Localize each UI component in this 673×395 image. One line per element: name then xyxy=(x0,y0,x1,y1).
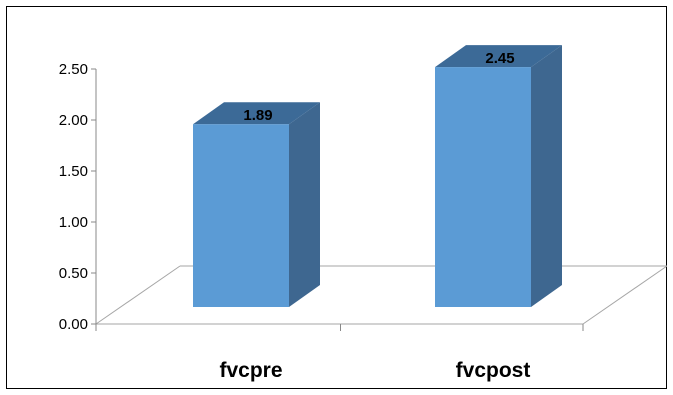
floor-right-edge xyxy=(582,265,668,325)
bar-top-face xyxy=(193,102,320,125)
y-tick-label: 1.50 xyxy=(59,163,88,180)
bar-fvcpost xyxy=(435,67,531,307)
x-category-label: fvcpre xyxy=(219,359,282,382)
y-tick-label: 0.50 xyxy=(59,265,88,282)
bar-side-face xyxy=(289,102,320,307)
bar-side-face xyxy=(531,45,562,307)
floor-left-edge xyxy=(95,265,181,325)
chart-frame: 0.00 0.50 1.00 1.50 2.00 2.50 1.89 fvcpre 2.45 fv… xyxy=(6,6,668,389)
bar-fvcpre xyxy=(193,124,289,307)
y-tick-label: 2.00 xyxy=(59,112,88,129)
bar-chart: 0.00 0.50 1.00 1.50 2.00 2.50 1.89 fvcpre 2.45 fv… xyxy=(59,45,668,382)
data-label: 1.89 xyxy=(243,107,272,124)
y-tick-label: 2.50 xyxy=(59,61,88,78)
y-tick-label: 0.00 xyxy=(59,316,88,333)
y-tick-label: 1.00 xyxy=(59,214,88,231)
x-category-label: fvcpost xyxy=(456,359,531,382)
bar-top-face xyxy=(435,45,562,68)
data-label: 2.45 xyxy=(485,50,514,67)
